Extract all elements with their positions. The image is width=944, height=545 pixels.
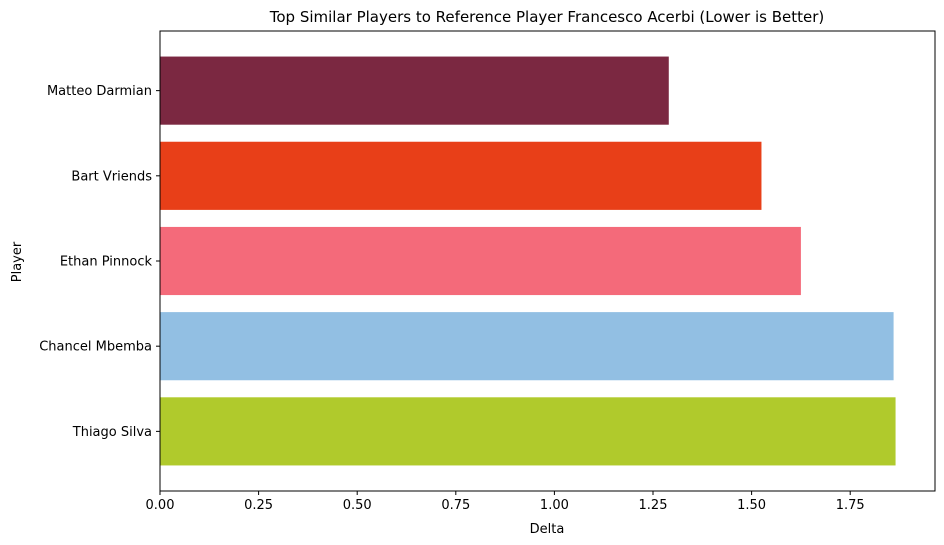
x-tick-label: 0.75 xyxy=(441,498,470,513)
x-tick-label: 1.75 xyxy=(836,498,865,513)
y-axis-ticks: Matteo Darmian Bart Vriends Ethan Pinnock C… xyxy=(39,84,160,440)
x-tick-label: 0.25 xyxy=(244,498,273,513)
y-tick-label: Matteo Darmian xyxy=(47,84,152,99)
chart-title: Top Similar Players to Reference Player … xyxy=(269,8,825,26)
x-tick-label: 1.50 xyxy=(737,498,766,513)
y-axis-label: Player xyxy=(10,241,25,282)
y-tick-label: Bart Vriends xyxy=(71,169,152,184)
y-tick-label: Chancel Mbemba xyxy=(39,340,152,355)
bars-group xyxy=(160,56,896,466)
bar-matteo-darmian xyxy=(160,56,669,125)
x-tick-label: 0.00 xyxy=(146,498,175,513)
x-axis-ticks: 0.00 0.25 0.50 0.75 1.00 1.25 1.50 1.75 xyxy=(146,491,865,513)
plot-frame xyxy=(159,30,936,492)
x-tick-label: 0.50 xyxy=(343,498,372,513)
x-tick-label: 1.25 xyxy=(639,498,668,513)
bar-ethan-pinnock xyxy=(160,226,801,296)
y-tick-label: Thiago Silva xyxy=(72,425,152,440)
bar-chancel-mbemba xyxy=(160,312,894,381)
y-tick-label: Ethan Pinnock xyxy=(60,255,153,270)
x-axis-label: Delta xyxy=(530,522,565,537)
bar-thiago-silva xyxy=(160,397,896,466)
bar-bart-vriends xyxy=(160,141,762,210)
x-tick-label: 1.00 xyxy=(540,498,569,513)
